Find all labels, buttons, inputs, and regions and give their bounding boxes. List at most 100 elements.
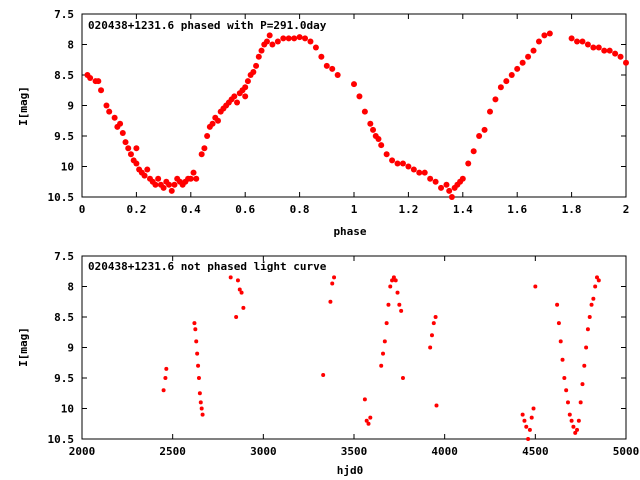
data-point (253, 62, 260, 69)
x-tick-label: 4500 (522, 445, 549, 458)
data-point (237, 287, 242, 292)
data-point (585, 327, 590, 332)
data-point (497, 84, 504, 91)
data-point (209, 120, 216, 127)
data-point (274, 38, 281, 45)
data-point (368, 415, 373, 420)
x-tick-label: 5000 (613, 445, 640, 458)
x-tick-label: 0.2 (126, 203, 146, 216)
y-tick-label: 9.5 (54, 130, 74, 143)
data-point (193, 175, 200, 182)
data-point (164, 366, 169, 371)
data-point (535, 38, 542, 45)
x-axis-label: phase (333, 225, 366, 238)
data-point (356, 93, 363, 100)
data-point (234, 315, 239, 319)
data-point (389, 157, 396, 164)
x-tick-label: 1.6 (507, 203, 527, 216)
y-tick-label: 8.5 (54, 311, 74, 324)
data-point (508, 72, 515, 78)
y-tick-label: 7.5 (54, 8, 74, 21)
data-point (584, 41, 591, 48)
data-point (448, 194, 455, 200)
data-point (530, 47, 537, 54)
data-point (111, 114, 118, 121)
x-tick-label: 0.6 (235, 203, 255, 216)
data-point (569, 418, 574, 423)
data-point (617, 53, 624, 60)
data-point (395, 290, 400, 295)
data-point (228, 275, 233, 280)
x-tick-label: 2500 (159, 445, 186, 458)
data-point (87, 75, 94, 82)
data-point (434, 403, 439, 408)
data-point (574, 38, 581, 45)
data-point (584, 345, 589, 350)
data-point (564, 388, 569, 393)
data-point (514, 65, 521, 72)
data-point (95, 78, 102, 85)
data-point (321, 372, 326, 377)
data-point (361, 108, 368, 115)
data-point (595, 44, 602, 51)
x-tick-label: 0.4 (181, 203, 201, 216)
y-tick-labels: 7.5 8 8.5 9 9.5 10 10.5 (48, 8, 75, 204)
data-point (291, 35, 298, 42)
y-tick-label: 10.5 (48, 191, 75, 204)
data-point (197, 391, 202, 396)
x-tick-labels: 2000 2500 3000 3500 4000 4500 5000 (69, 445, 640, 458)
data-point (332, 275, 337, 280)
data-point (470, 148, 477, 155)
chart-title: 020438+1231.6 not phased light curve (88, 260, 327, 273)
tick-marks (81, 13, 627, 198)
data-point (234, 99, 241, 106)
data-point (546, 30, 553, 37)
x-tick-label: 1.8 (562, 203, 582, 216)
x-tick-label: 4000 (431, 445, 458, 458)
data-point (351, 81, 357, 88)
data-point (582, 363, 587, 368)
data-point (531, 406, 536, 411)
data-point (323, 62, 330, 69)
plot-frame (81, 13, 627, 198)
y-tick-label: 9.5 (54, 372, 74, 385)
data-point (166, 181, 173, 188)
data-point (280, 35, 287, 42)
data-point (266, 32, 273, 39)
data-point (133, 160, 140, 167)
data-point (529, 415, 534, 420)
x-axis-label: hjd0 (337, 464, 364, 477)
data-point (520, 412, 525, 417)
data-point (526, 437, 531, 441)
data-point (375, 136, 382, 143)
x-tick-label: 0.8 (290, 203, 310, 216)
data-point (446, 187, 453, 194)
phased-light-curve-panel: 0 0.2 0.4 0.6 0.8 1 1.2 1.4 1.6 1.8 2 7.5 8 8.5 9 9.5 1… (17, 8, 629, 238)
y-axis-label: I[mag] (17, 327, 30, 367)
data-point (386, 302, 391, 307)
data-point (250, 68, 257, 75)
data-point (391, 275, 396, 280)
data-point (438, 184, 445, 191)
data-point (558, 339, 563, 344)
data-point (587, 315, 592, 319)
x-tick-labels: 0 0.2 0.4 0.6 0.8 1 1.2 1.4 1.6 1.8 2 (79, 203, 630, 216)
data-point (307, 38, 314, 45)
data-point (160, 184, 167, 191)
data-point (519, 59, 526, 66)
data-point (193, 327, 198, 332)
data-point (565, 400, 570, 405)
data-point (133, 145, 140, 152)
data-point (329, 65, 336, 72)
data-point (390, 278, 395, 283)
data-point (606, 47, 613, 54)
data-point (576, 418, 581, 423)
data-point (204, 133, 211, 139)
y-tick-label: 7.5 (54, 250, 74, 263)
data-point (258, 47, 265, 54)
data-point (196, 376, 201, 380)
data-point (195, 351, 200, 356)
x-tick-label: 3500 (341, 445, 368, 458)
data-point (525, 53, 532, 60)
